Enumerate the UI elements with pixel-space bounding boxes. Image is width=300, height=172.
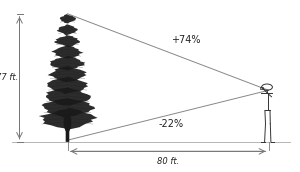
Polygon shape (60, 14, 76, 23)
Text: 80 ft.: 80 ft. (157, 157, 179, 165)
Text: 77 ft.: 77 ft. (0, 73, 18, 82)
Polygon shape (50, 56, 85, 70)
Polygon shape (48, 66, 87, 82)
Text: +74%: +74% (171, 35, 201, 45)
Polygon shape (54, 35, 80, 47)
Polygon shape (42, 97, 95, 117)
Text: -22%: -22% (158, 119, 184, 129)
Polygon shape (64, 114, 71, 142)
Polygon shape (39, 108, 98, 129)
Bar (260, 87, 263, 89)
Polygon shape (57, 24, 78, 35)
Polygon shape (47, 76, 88, 94)
Polygon shape (51, 45, 84, 59)
Polygon shape (46, 87, 91, 106)
